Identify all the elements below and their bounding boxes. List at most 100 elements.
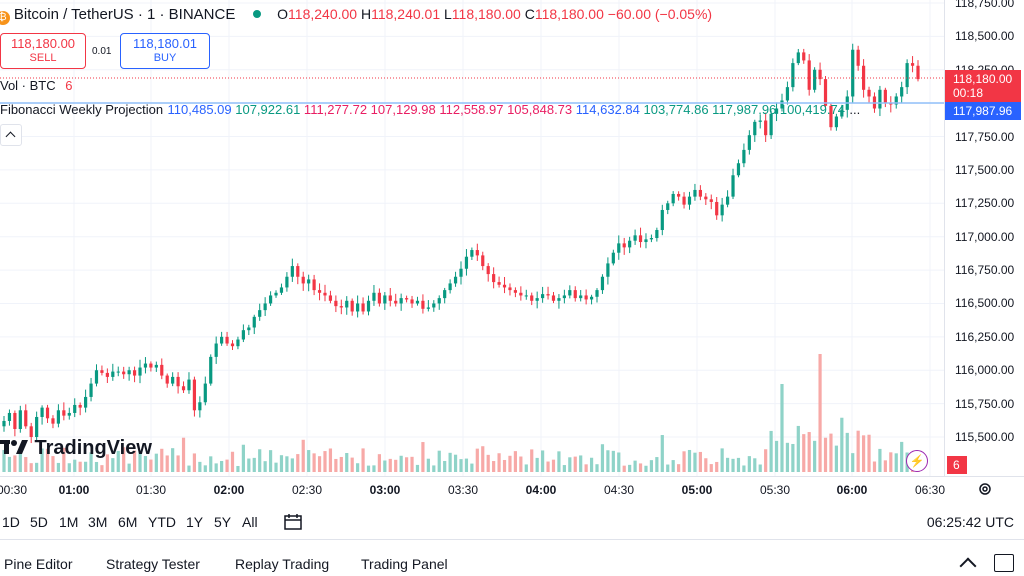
volume-bar: [508, 455, 512, 472]
timeframe-1m[interactable]: 1M: [59, 514, 79, 530]
chevron-up-icon[interactable]: [959, 557, 977, 575]
candlestick-chart[interactable]: [0, 0, 944, 476]
volume-bar: [247, 458, 251, 472]
price-tick-label: 115,750.00: [955, 396, 1015, 411]
volume-bar: [742, 465, 746, 472]
candle-body: [861, 65, 866, 90]
candle-body: [247, 327, 251, 331]
candle-body: [546, 294, 550, 296]
volume-bar: [361, 448, 365, 472]
candle-body: [693, 189, 697, 197]
buy-button[interactable]: 118,180.01 BUY: [120, 33, 210, 69]
utc-clock[interactable]: 06:25:42 UTC: [926, 514, 1014, 530]
candle-body: [296, 266, 300, 277]
volume-bar: [502, 459, 507, 472]
timeframe-6m[interactable]: 6M: [118, 514, 138, 530]
candle-body: [459, 268, 463, 277]
volume-bar: [181, 437, 186, 472]
volume-bar: [600, 444, 605, 472]
candle-body: [464, 256, 469, 269]
volume-bar: [470, 463, 474, 472]
candle-body: [758, 120, 762, 122]
volume-bar: [595, 464, 599, 472]
candle-body: [236, 339, 240, 347]
symbol-header: ₿ Bitcoin / TetherUS · 1 · BINANCE O118,…: [0, 6, 712, 25]
candle-body: [105, 372, 109, 377]
volume-bar: [404, 457, 409, 472]
volume-bar: [290, 458, 294, 472]
fib-level-value: 100,419.74: [776, 102, 845, 117]
volume-bar: [802, 434, 806, 472]
change-value: −60.00 (−0.05%): [607, 6, 713, 22]
candle-body: [40, 407, 44, 417]
open-value: 118,240.00: [288, 6, 358, 22]
timeframe-5y[interactable]: 5Y: [214, 514, 232, 530]
time-axis[interactable]: 00:30 01:00 01:30 02:00 02:30 03:00 03:30 04:00…: [0, 476, 1024, 501]
price-axis[interactable]: 118,750.00118,500.00118,250.00118,000.00…: [944, 0, 1024, 476]
candle-body: [508, 287, 512, 291]
volume-bar: [274, 462, 278, 472]
maximize-panel-icon[interactable]: [994, 554, 1014, 572]
collapse-legend-button[interactable]: [0, 124, 22, 146]
volume-bar: [220, 460, 224, 472]
candle-body: [649, 238, 654, 240]
volume-bar: [138, 450, 142, 472]
tab-strategy-tester[interactable]: Strategy Tester: [106, 556, 200, 572]
tab-replay-trading[interactable]: Replay Trading: [235, 556, 330, 572]
tab-pine-editor[interactable]: Pine Editor: [4, 556, 73, 572]
market-status-dot: [253, 10, 262, 18]
candle-body: [252, 316, 256, 328]
volume-bar: [796, 425, 800, 472]
chart-pane[interactable]: ₿ Bitcoin / TetherUS · 1 · BINANCE O118,…: [0, 0, 944, 476]
tradingview-logo[interactable]: TradingView: [0, 437, 152, 465]
fib-price-value: 117,987.96: [953, 104, 1013, 118]
fib-legend[interactable]: Fibonacci Weekly Projection 110,485.09 1…: [0, 101, 860, 119]
candle-body: [78, 404, 82, 408]
date-range-icon[interactable]: [283, 513, 303, 531]
candle-body: [823, 79, 828, 106]
timeframe-1y[interactable]: 1Y: [186, 514, 204, 530]
volume-bar: [851, 453, 855, 472]
candle-body: [181, 386, 186, 391]
tab-trading-panel[interactable]: Trading Panel: [361, 556, 448, 572]
volume-bar: [557, 451, 561, 472]
candle-body: [421, 300, 425, 309]
candle-body: [203, 383, 207, 403]
volume-bar: [573, 456, 577, 472]
sell-button[interactable]: 118,180.00 SELL: [0, 33, 86, 69]
candle-body: [519, 292, 523, 296]
volume-bar: [35, 462, 39, 472]
volume-bar: [415, 464, 420, 472]
candle-body: [274, 292, 278, 296]
candle-body: [138, 367, 142, 376]
timeframe-3m[interactable]: 3M: [88, 514, 108, 530]
candle-body: [339, 306, 343, 308]
candle-body: [372, 292, 376, 301]
symbol-title[interactable]: Bitcoin / TetherUS · 1 · BINANCE: [13, 6, 236, 23]
candle-body: [149, 363, 153, 368]
volume-bar: [606, 450, 610, 472]
volume-bar: [350, 457, 354, 472]
candle-body: [910, 63, 915, 66]
lightning-icon[interactable]: ⚡: [906, 450, 928, 472]
timeframe-5d[interactable]: 5D: [30, 514, 48, 530]
volume-bars: [2, 354, 920, 472]
fib-level-value: 103,774.86: [639, 102, 709, 117]
volume-legend[interactable]: Vol · BTC 6: [0, 78, 72, 93]
candle-body: [802, 52, 806, 61]
volume-bar: [437, 450, 441, 472]
settings-gear-icon[interactable]: [977, 481, 993, 497]
candle-body: [100, 370, 104, 373]
buy-label: BUY: [153, 52, 177, 64]
timeframe-ytd[interactable]: YTD: [148, 514, 176, 530]
candle-body: [62, 410, 66, 416]
candle-body: [470, 250, 474, 257]
candle-body: [56, 410, 61, 424]
timeframe-all[interactable]: All: [242, 514, 258, 530]
volume-bar: [18, 451, 22, 472]
volume-bar: [704, 458, 708, 472]
volume-bar: [638, 463, 643, 472]
tradingview-logo-text: TradingView: [34, 437, 152, 459]
time-tick-label: 01:00: [58, 483, 90, 497]
timeframe-1d[interactable]: 1D: [2, 514, 20, 530]
